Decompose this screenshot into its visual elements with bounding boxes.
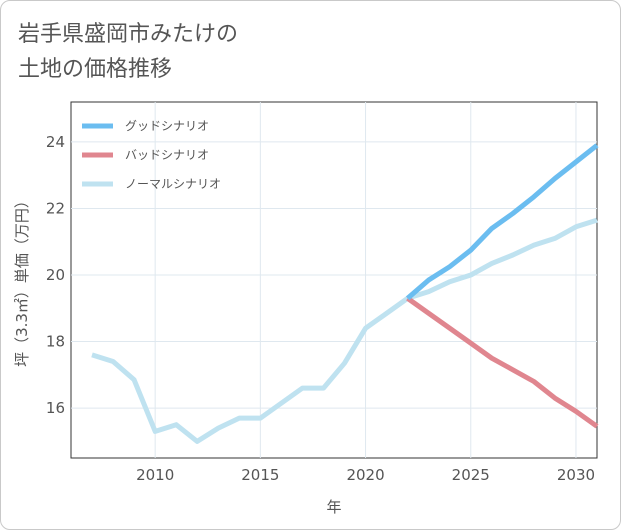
legend-label: グッドシナリオ	[125, 119, 209, 133]
series-lines	[91, 143, 599, 444]
y-tick-label: 16	[46, 399, 65, 417]
y-tick-label: 22	[46, 199, 65, 217]
y-axis-label: 坪（3.3㎡）単価（万円）	[13, 193, 31, 367]
series-line-good	[405, 143, 599, 301]
series-line-bad	[406, 296, 599, 429]
grid-lines	[71, 102, 597, 458]
y-tick-label: 18	[46, 333, 65, 351]
x-tick-label: 2025	[452, 466, 490, 484]
x-tick-label: 2010	[136, 466, 174, 484]
plot-area	[70, 101, 598, 459]
y-tick-label: 20	[46, 266, 65, 284]
chart-title: 岩手県盛岡市みたけの 土地の価格推移	[18, 22, 239, 82]
x-tick-label: 2015	[241, 466, 279, 484]
series-line-normal	[91, 217, 598, 444]
x-tick-label: 2020	[346, 466, 384, 484]
legend-label: バッドシナリオ	[125, 148, 209, 162]
x-axis-label: 年	[326, 498, 341, 516]
x-tick-label: 2030	[557, 466, 595, 484]
x-tick-labels: 2010 2015 2020 2025 2030	[136, 466, 595, 484]
y-tick-labels: 16 18 20 22 24	[46, 133, 65, 417]
legend-label: ノーマルシナリオ	[125, 177, 221, 191]
y-tick-label: 24	[46, 133, 65, 151]
